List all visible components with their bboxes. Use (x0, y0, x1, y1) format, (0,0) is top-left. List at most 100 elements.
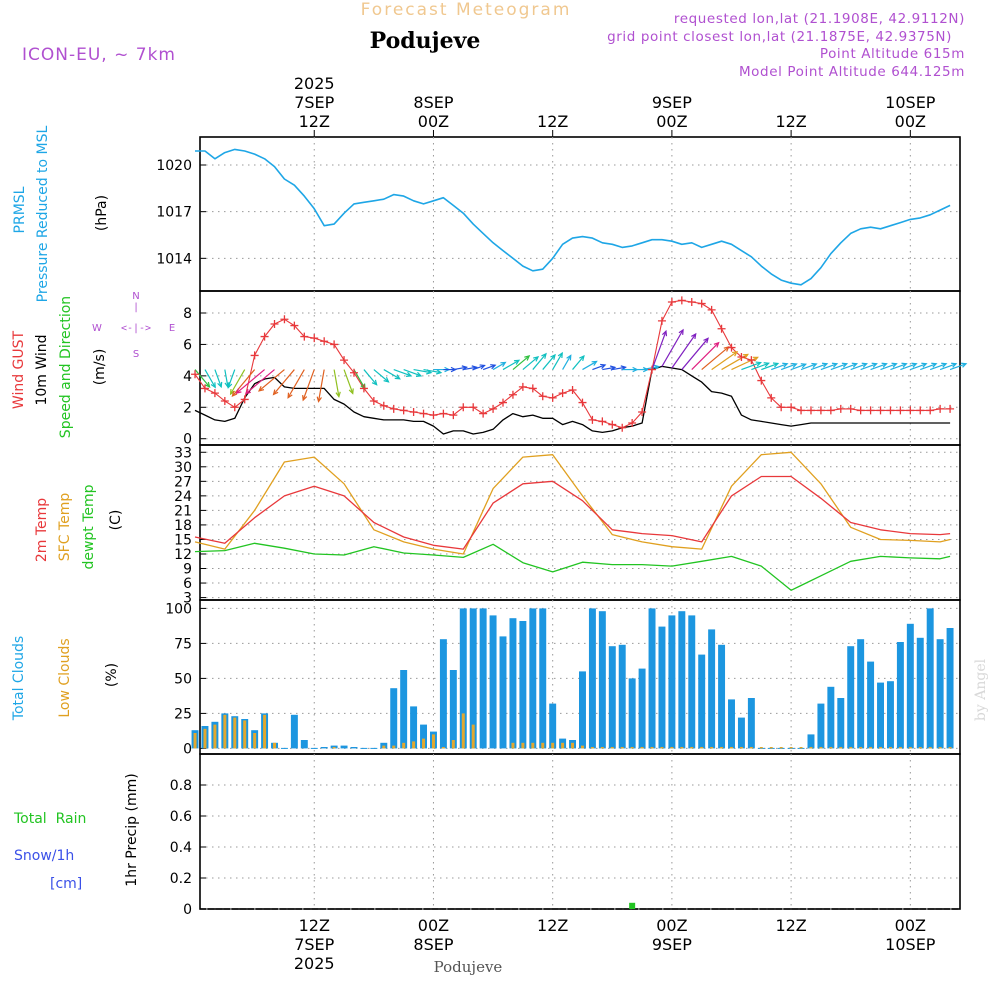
gust-marker (449, 411, 458, 420)
time-label: 00Z (418, 112, 449, 131)
gust-marker (856, 406, 865, 415)
precip-y-tick-label: 0.2 (170, 871, 192, 887)
wind-arrow-head (591, 360, 598, 366)
total-cloud-bar (867, 661, 875, 749)
total-cloud-bar (837, 698, 845, 749)
wind-arrow-head (691, 332, 697, 340)
gust-marker (797, 406, 806, 415)
compass-ew-bar: <-|-> (121, 323, 151, 334)
temperature-labels: 2m Temp SFC Temp dewpt Temp (C) (34, 484, 124, 569)
gust-marker (280, 315, 289, 324)
total-cloud-bar (688, 615, 696, 749)
precip-y-tick-label: 0.4 (170, 840, 192, 856)
chart-title: Forecast Meteogram (361, 0, 572, 20)
gust-marker (687, 298, 696, 306)
wind-arrow-shaft (602, 366, 616, 371)
gust-marker (737, 353, 746, 361)
total-cloud-bar (747, 698, 755, 749)
clouds-y-tick-label: 100 (165, 601, 192, 617)
wind-arrow-head (911, 362, 918, 368)
gust-marker (777, 403, 786, 412)
gust-marker (389, 404, 398, 413)
time-label: 7SEP (294, 935, 334, 954)
low-cloud-bar (789, 747, 793, 749)
wind-arrow-head (752, 356, 759, 362)
gust-marker (409, 408, 418, 416)
wind-arrow (731, 356, 759, 371)
pressure-label-2: Pressure Reduced to MSL (35, 125, 51, 302)
low-cloud-bar (203, 728, 207, 749)
wind-arrow (214, 369, 223, 389)
wind-arrow-shaft (681, 337, 709, 370)
wind-arrow (363, 369, 378, 386)
wind-arrow-shaft (850, 363, 867, 371)
wind-arrow (701, 346, 730, 371)
wind-arrow-shaft (333, 369, 340, 397)
gust-label: Wind GUST (11, 330, 27, 409)
wind-arrow-shaft (542, 354, 556, 370)
wind-arrow-head (500, 361, 507, 367)
wind-arrow (572, 354, 585, 370)
low-cloud-bar (928, 747, 932, 749)
total-cloud-bar (847, 646, 855, 749)
low-cloud-bar (710, 747, 714, 749)
wind-arrow-head (204, 381, 211, 388)
gust-marker (399, 406, 408, 415)
wind-arrow-head (557, 351, 563, 359)
wind-arrow-head (891, 362, 898, 368)
wind-arrow (741, 361, 762, 371)
temperature-y-tick-label: 9 (183, 562, 192, 578)
pressure-y-tick-label: 1014 (156, 251, 192, 267)
time-label: 8SEP (413, 935, 453, 954)
wind-arrow-shaft (236, 369, 265, 394)
wind-arrow-head (653, 364, 661, 371)
total-cloud-bar (549, 703, 557, 749)
gust-marker (210, 389, 219, 398)
gust-marker (439, 409, 448, 418)
wind-arrow-head (217, 381, 223, 389)
wind-arrow (373, 369, 390, 383)
wind-arrow-shaft (258, 369, 285, 392)
wind-arrow-shaft (771, 363, 788, 371)
total-cloud-bar (439, 639, 447, 749)
wind-arrow-head (921, 362, 928, 368)
precip-frame (199, 753, 961, 910)
wind-arrow-head (415, 371, 423, 377)
low-cloud-bar (551, 742, 555, 749)
wind-arrow (860, 362, 878, 371)
wind-arrow-head (579, 354, 585, 362)
wind-arrow (751, 362, 770, 371)
wind-arrow (287, 369, 305, 399)
time-label: 7SEP (294, 93, 334, 112)
model-altitude: Model Point Altitude 644.125m (739, 64, 965, 80)
wind-arrow-shaft (317, 369, 325, 402)
y-tick-labels: 1014101710200246836912151821242730330255… (156, 158, 206, 918)
low-clouds-label: Low Clouds (57, 638, 73, 717)
wind-arrow-shaft (214, 369, 222, 388)
wind-arrow (780, 362, 798, 371)
wind-arrow-head (231, 391, 238, 398)
total-cloud-bar (698, 654, 706, 749)
gust-marker (429, 411, 438, 420)
wind-arrow-head (821, 362, 829, 368)
low-cloud-bar (650, 747, 654, 749)
sfc-temp-line (194, 451, 951, 555)
wind-arrow (810, 362, 829, 371)
gust-marker (727, 343, 736, 352)
pressure-y-tick-label: 1017 (156, 205, 192, 221)
wind-arrow-shaft (512, 355, 530, 371)
gust-marker (787, 403, 796, 412)
wind-arrow-shaft (393, 369, 412, 377)
wind-arrow (532, 352, 547, 370)
wind-arrow-head (951, 362, 958, 368)
wind-arrow-head (642, 366, 650, 373)
low-cloud-bar (412, 741, 416, 749)
grid-lines (200, 137, 960, 910)
gust-marker (826, 406, 835, 415)
total-cloud-bar (489, 615, 497, 749)
wind-arrow-shaft (383, 369, 401, 380)
wind-arrow-shaft (661, 329, 684, 367)
total-cloud-bar (678, 611, 686, 749)
gust-marker (290, 321, 299, 330)
total-cloud-bar (926, 608, 934, 749)
